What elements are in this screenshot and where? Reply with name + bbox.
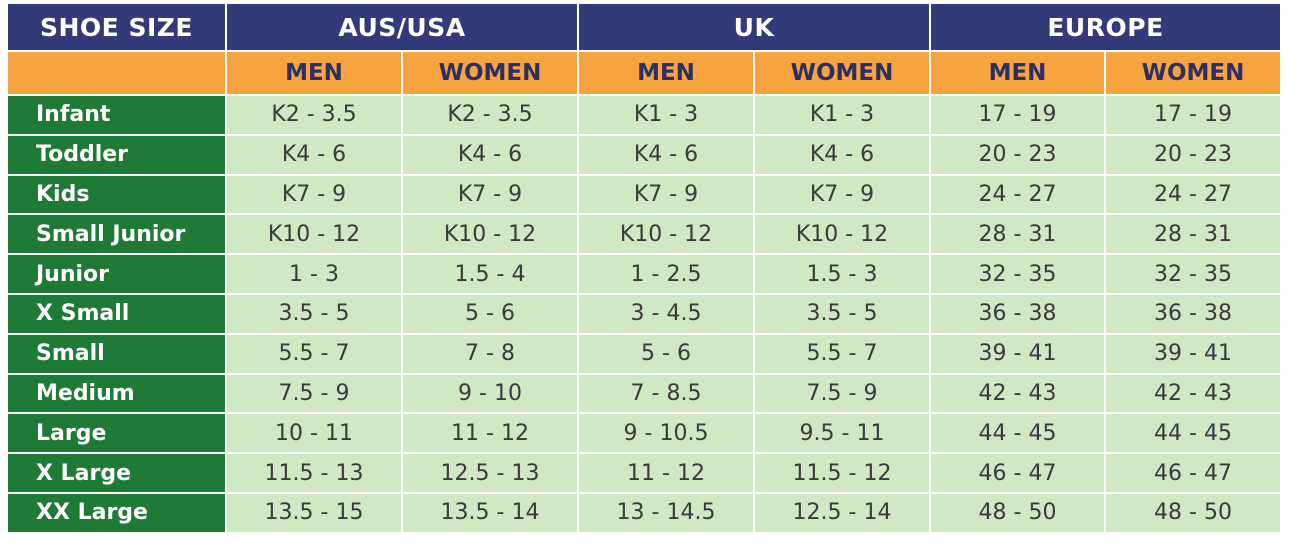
row-label: X Small xyxy=(8,294,227,335)
size-cell: K4 - 6 xyxy=(227,135,403,176)
size-cell: K4 - 6 xyxy=(579,135,755,176)
size-cell: 10 - 11 xyxy=(227,414,403,455)
size-cell: 28 - 31 xyxy=(1106,215,1282,256)
size-cell: 9.5 - 11 xyxy=(755,414,931,455)
size-cell: 48 - 50 xyxy=(1106,493,1282,534)
size-cell: 20 - 23 xyxy=(1106,135,1282,176)
size-cell: 9 - 10 xyxy=(403,374,579,415)
size-cell: K1 - 3 xyxy=(579,96,755,136)
size-cell: 3.5 - 5 xyxy=(227,294,403,335)
size-cell: K7 - 9 xyxy=(403,175,579,216)
size-cell: K10 - 12 xyxy=(755,215,931,256)
gender-heading: WOMEN xyxy=(403,52,579,96)
region-heading-aus-usa: AUS/USA xyxy=(227,4,579,52)
size-cell: 9 - 10.5 xyxy=(579,414,755,455)
size-cell: 36 - 38 xyxy=(931,294,1106,335)
size-cell: K4 - 6 xyxy=(403,135,579,176)
size-cell: 1 - 2.5 xyxy=(579,255,755,295)
size-cell: 24 - 27 xyxy=(931,175,1106,216)
size-cell: K10 - 12 xyxy=(227,215,403,256)
size-cell: K10 - 12 xyxy=(403,215,579,256)
size-cell: 7 - 8 xyxy=(403,334,579,375)
size-cell: 7.5 - 9 xyxy=(227,374,403,415)
row-label: Medium xyxy=(8,374,227,415)
size-cell: 32 - 35 xyxy=(1106,255,1282,295)
size-cell: 44 - 45 xyxy=(931,414,1106,455)
row-label: Small Junior xyxy=(8,215,227,256)
size-cell: 42 - 43 xyxy=(1106,374,1282,415)
size-cell: 1 - 3 xyxy=(227,255,403,295)
size-cell: 7 - 8.5 xyxy=(579,374,755,415)
row-label: Toddler xyxy=(8,135,227,176)
size-cell: 11.5 - 13 xyxy=(227,454,403,494)
row-label: Kids xyxy=(8,175,227,216)
size-cell: K10 - 12 xyxy=(579,215,755,256)
size-cell: K1 - 3 xyxy=(755,96,931,136)
size-cell: 5 - 6 xyxy=(579,334,755,375)
shoe-size-heading: SHOE SIZE xyxy=(8,4,227,52)
size-cell: K2 - 3.5 xyxy=(227,96,403,136)
row-label: Junior xyxy=(8,255,227,295)
size-cell: 3.5 - 5 xyxy=(755,294,931,335)
region-heading-europe: EUROPE xyxy=(931,4,1282,52)
size-cell: K7 - 9 xyxy=(755,175,931,216)
row-label: Small xyxy=(8,334,227,375)
size-cell: 12.5 - 14 xyxy=(755,493,931,534)
size-cell: 44 - 45 xyxy=(1106,414,1282,455)
size-cell: 11 - 12 xyxy=(579,454,755,494)
row-label: X Large xyxy=(8,454,227,494)
size-cell: K7 - 9 xyxy=(227,175,403,216)
gender-heading: WOMEN xyxy=(755,52,931,96)
size-cell: 5.5 - 7 xyxy=(755,334,931,375)
size-cell: 13.5 - 14 xyxy=(403,493,579,534)
row-label: Infant xyxy=(8,96,227,136)
size-cell: 36 - 38 xyxy=(1106,294,1282,335)
size-cell: 13 - 14.5 xyxy=(579,493,755,534)
gender-heading: MEN xyxy=(579,52,755,96)
row-label: XX Large xyxy=(8,493,227,534)
size-cell: 17 - 19 xyxy=(931,96,1106,136)
size-cell: K2 - 3.5 xyxy=(403,96,579,136)
size-cell: 11.5 - 12 xyxy=(755,454,931,494)
size-cell: 46 - 47 xyxy=(931,454,1106,494)
size-cell: K7 - 9 xyxy=(579,175,755,216)
size-cell: 1.5 - 3 xyxy=(755,255,931,295)
subheader-blank xyxy=(8,52,227,96)
size-cell: 20 - 23 xyxy=(931,135,1106,176)
size-cell: 3 - 4.5 xyxy=(579,294,755,335)
size-cell: 32 - 35 xyxy=(931,255,1106,295)
size-cell: 24 - 27 xyxy=(1106,175,1282,216)
size-cell: 28 - 31 xyxy=(931,215,1106,256)
shoe-size-chart: SHOE SIZE AUS/USA UK EUROPE MEN WOMEN ME… xyxy=(8,4,1282,534)
size-cell: 17 - 19 xyxy=(1106,96,1282,136)
size-cell: K4 - 6 xyxy=(755,135,931,176)
size-cell: 11 - 12 xyxy=(403,414,579,455)
size-cell: 5.5 - 7 xyxy=(227,334,403,375)
gender-heading: MEN xyxy=(931,52,1106,96)
row-label: Large xyxy=(8,414,227,455)
size-cell: 48 - 50 xyxy=(931,493,1106,534)
size-cell: 12.5 - 13 xyxy=(403,454,579,494)
size-cell: 39 - 41 xyxy=(1106,334,1282,375)
gender-heading: WOMEN xyxy=(1106,52,1282,96)
gender-heading: MEN xyxy=(227,52,403,96)
size-cell: 42 - 43 xyxy=(931,374,1106,415)
size-cell: 5 - 6 xyxy=(403,294,579,335)
size-cell: 7.5 - 9 xyxy=(755,374,931,415)
size-cell: 13.5 - 15 xyxy=(227,493,403,534)
region-heading-uk: UK xyxy=(579,4,931,52)
size-cell: 1.5 - 4 xyxy=(403,255,579,295)
size-cell: 39 - 41 xyxy=(931,334,1106,375)
size-cell: 46 - 47 xyxy=(1106,454,1282,494)
